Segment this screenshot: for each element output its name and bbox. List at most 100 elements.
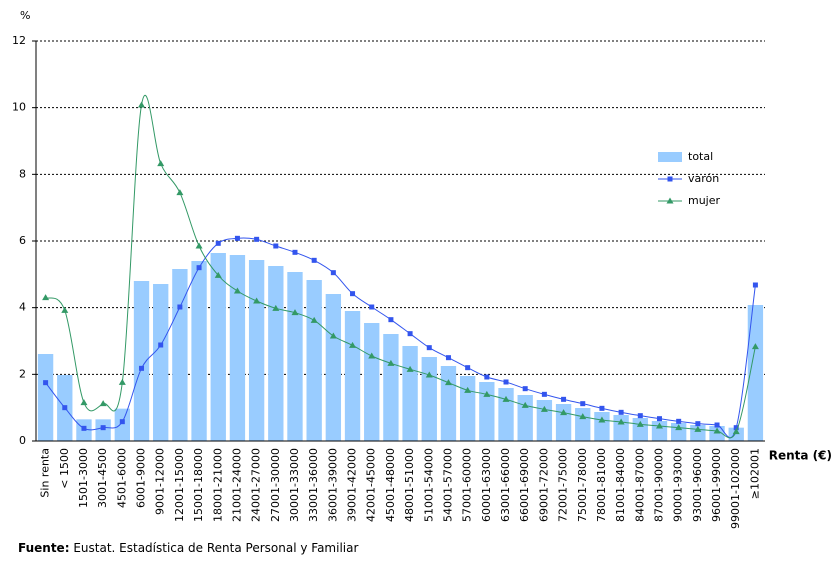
marker <box>157 160 165 167</box>
marker <box>139 365 145 371</box>
marker <box>138 101 146 108</box>
source-label: Fuente: <box>18 541 70 555</box>
x-tick-label: 42001-45000 <box>365 448 378 522</box>
x-tick-label: 51001-54000 <box>422 448 435 522</box>
marker <box>233 287 241 294</box>
x-tick-label: 48001-51000 <box>403 448 416 522</box>
marker <box>694 425 702 432</box>
marker <box>752 282 758 288</box>
marker <box>579 413 587 420</box>
marker <box>387 359 395 366</box>
marker <box>425 371 433 378</box>
bar <box>498 388 514 441</box>
x-tick-label: 45001-48000 <box>384 448 397 522</box>
bar <box>575 408 591 441</box>
marker <box>618 409 624 415</box>
marker <box>99 400 107 407</box>
marker <box>675 424 683 431</box>
x-tick-label: 66001-69000 <box>518 448 531 522</box>
bar <box>210 253 226 441</box>
x-tick-label: 57001-60000 <box>461 448 474 522</box>
bar <box>287 272 303 441</box>
marker <box>580 401 586 407</box>
marker <box>617 418 625 425</box>
marker <box>444 379 452 386</box>
x-axis-label: Renta (€) <box>769 449 832 463</box>
bar <box>459 376 476 441</box>
x-tick-label: 87001-90000 <box>652 448 665 522</box>
marker <box>521 401 529 408</box>
marker <box>349 341 357 348</box>
marker <box>667 176 673 182</box>
marker <box>484 374 490 380</box>
marker <box>368 352 376 359</box>
x-tick-label: 30001-33000 <box>288 448 301 522</box>
x-tick-label: 21001-24000 <box>230 448 243 522</box>
marker <box>330 270 336 276</box>
bar <box>95 419 111 441</box>
legend-swatch <box>658 152 682 162</box>
x-tick-label: 99001-102000 <box>729 448 742 529</box>
bar <box>133 281 150 441</box>
marker <box>599 405 605 411</box>
bar <box>594 412 610 441</box>
marker <box>118 378 126 385</box>
bar <box>421 357 437 441</box>
x-tick-label: 15001-18000 <box>192 448 205 522</box>
marker <box>61 306 69 313</box>
x-tick-label: 33001-36000 <box>307 448 320 522</box>
marker <box>388 317 394 323</box>
marker <box>81 425 87 431</box>
marker <box>503 379 509 385</box>
marker <box>464 386 472 393</box>
x-tick-label: 93001-96000 <box>691 448 704 522</box>
x-tick-label: 12001-15000 <box>173 448 186 522</box>
marker <box>350 291 356 297</box>
x-tick-label: 3001-4500 <box>96 448 109 508</box>
source: Fuente: Eustat. Estadística de Renta Per… <box>18 541 358 555</box>
x-tick-label: 75001-78000 <box>576 448 589 522</box>
marker <box>407 331 413 337</box>
marker <box>676 418 682 424</box>
marker <box>502 395 510 402</box>
bar <box>306 280 322 441</box>
marker <box>311 257 317 263</box>
line <box>45 237 756 438</box>
legend-label: total <box>688 150 713 163</box>
y-axis-label: % <box>20 9 30 22</box>
x-tick-label: 54001-57000 <box>441 448 454 522</box>
marker <box>406 365 414 372</box>
x-tick-label: 4501-6000 <box>115 448 128 508</box>
x-tick-label: 39001-42000 <box>346 448 359 522</box>
x-tick-label: 84001-87000 <box>633 448 646 522</box>
marker <box>369 304 375 310</box>
bar <box>153 284 169 441</box>
marker <box>598 416 606 423</box>
marker <box>522 386 528 392</box>
marker <box>666 197 674 204</box>
source-text: Eustat. Estadística de Renta Personal y … <box>73 541 358 555</box>
x-tick-label: 9001-12000 <box>154 448 167 515</box>
marker <box>541 391 547 397</box>
x-tick-label: 96001-99000 <box>710 448 723 522</box>
marker <box>751 343 759 350</box>
marker <box>292 249 298 255</box>
legend-label: varón <box>688 172 719 185</box>
marker <box>695 421 701 427</box>
y-tick-label: 4 <box>19 301 26 314</box>
marker <box>291 309 299 316</box>
marker <box>62 405 68 411</box>
marker <box>177 304 183 310</box>
x-tick-label: 18001-21000 <box>211 448 224 522</box>
marker <box>713 427 721 434</box>
bar <box>747 305 764 441</box>
bar <box>191 261 207 441</box>
x-tick-label: < 1500 <box>58 448 71 489</box>
marker <box>714 422 720 428</box>
marker <box>234 235 240 241</box>
marker <box>100 425 106 431</box>
marker <box>329 332 337 339</box>
x-tick-label: 72001-75000 <box>557 448 570 522</box>
y-tick-label: 12 <box>12 34 26 47</box>
